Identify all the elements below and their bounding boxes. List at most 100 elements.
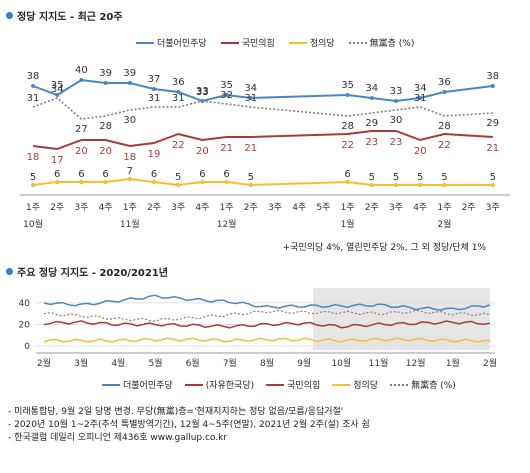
x-tick-label: 4주 [413, 202, 427, 213]
x-tick-label: 12월 [406, 357, 426, 369]
legend-label: (자유한국당) [205, 381, 255, 391]
x-tick-label: 3주 [74, 202, 88, 213]
data-label-minjoo: 36 [172, 77, 185, 88]
bullet-icon [6, 268, 13, 275]
data-label-none: 34 [51, 84, 64, 95]
legend-swatch-minjoo [136, 41, 154, 44]
data-label-ppp: 23 [365, 137, 378, 148]
data-label-justice: 6 [78, 169, 84, 180]
data-label-none: 31 [244, 93, 257, 104]
data-label-none: 27 [75, 124, 88, 135]
data-point-minjoo [176, 90, 181, 94]
x-tick-label: 4주 [292, 202, 306, 213]
legend2-justice: 정의당 [332, 378, 378, 391]
data-point-justice [30, 182, 36, 188]
data-point-minjoo [345, 93, 350, 97]
data-label-ppp: 20 [196, 146, 209, 157]
x-tick-label: 4주 [99, 202, 113, 213]
x-tick-label: 2월 [483, 357, 497, 369]
bullet-icon [6, 12, 13, 19]
chart2-plot: 0 20 40 2월 3월 4월 5월 6월 7월 8월 9월 10월 11월 12월 1월 2월 [19, 288, 497, 369]
data-point-justice [55, 179, 60, 185]
data-label-none: 32 [220, 90, 233, 101]
x-tick-label: 2주 [244, 202, 258, 213]
legend2-none: 無黨층 (%) [390, 378, 456, 391]
x-tick-label: 8월 [260, 357, 274, 369]
data-label-ppp: 18 [27, 152, 40, 163]
data-point-justice [151, 179, 157, 185]
data-point-justice [224, 179, 229, 185]
x-tick-label: 2주 [365, 202, 379, 213]
legend-swatch-ppp [220, 41, 239, 44]
data-label-justice: 5 [175, 172, 181, 183]
chart1-legend: 더불어민주당 국민의힘 정의당 無黨층 (%) [136, 36, 414, 49]
data-label-justice: 5 [417, 172, 423, 183]
data-point-minjoo [394, 99, 398, 103]
series-line-none [43, 309, 491, 322]
data-point-justice [176, 182, 181, 188]
data-label-minjoo: 34 [414, 83, 427, 94]
data-point-minjoo [152, 87, 156, 91]
data-label-minjoo: 33 [390, 86, 403, 97]
data-point-minjoo [248, 96, 253, 100]
x-tick-label: 1주 [341, 202, 355, 213]
data-label-none: 31 [27, 93, 40, 104]
x-tick-label: 3월 [74, 357, 88, 369]
chart1-title: 정당 지지도 - 최근 20주 [6, 8, 123, 23]
data-label-minjoo: 33 [196, 86, 209, 97]
data-label-none: 30 [390, 115, 403, 126]
legend-swatch-ppp [266, 383, 285, 386]
legend-swatch-minjoo [102, 383, 120, 386]
x-tick-label: 3주 [389, 202, 403, 213]
legend-label: 국민의힘 [241, 39, 275, 49]
legend2-ppp: 국민의힘 [266, 378, 320, 391]
data-label-ppp: 20 [75, 146, 88, 157]
data-label-none: 31 [172, 93, 185, 104]
legend2-lkp: (자유한국당) [184, 378, 255, 391]
x-month-label: 2월 [437, 218, 451, 230]
legend-none: 無黨층 (%) [348, 36, 414, 49]
data-point-justice [490, 182, 495, 188]
data-label-justice: 7 [127, 166, 133, 177]
y-tick-label: 0 [24, 342, 30, 352]
legend-swatch-none [348, 41, 367, 44]
data-label-minjoo: 35 [51, 80, 64, 91]
series-line-justice [32, 177, 493, 187]
x-tick-label: 3주 [268, 202, 282, 213]
series-line-ppp [43, 320, 491, 329]
data-point-minjoo [127, 81, 132, 85]
data-label-none: 29 [365, 118, 378, 129]
x-tick-label: 1주 [123, 202, 137, 213]
data-point-minjoo [442, 90, 447, 94]
legend2-minjoo: 더불어민주당 [102, 378, 173, 391]
data-point-minjoo [31, 84, 35, 88]
data-label-none: 31 [414, 93, 427, 104]
data-label-ppp: 19 [148, 149, 161, 160]
data-point-justice [442, 182, 447, 188]
x-tick-label: 4월 [111, 357, 125, 369]
legend-ppp: 국민의힘 [220, 36, 275, 49]
data-label-none: 28 [438, 121, 451, 132]
notes: - 미래통합당, 9월 2일 당명 변경. 무당(無黨)층='현재지지하는 정당… [8, 406, 370, 445]
x-tick-label: 9월 [297, 357, 311, 369]
data-label-none: 33 [196, 87, 209, 98]
legend-swatch-none [390, 383, 409, 386]
data-label-none: 28 [99, 121, 112, 132]
data-point-justice [418, 182, 423, 188]
x-tick-label: 1주 [437, 202, 451, 213]
x-tick-label: 1주 [26, 202, 40, 213]
data-label-justice: 5 [248, 172, 254, 183]
data-point-justice [127, 176, 132, 182]
x-tick-label: 6월 [186, 357, 200, 369]
data-point-justice [103, 179, 108, 185]
x-tick-label: 11월 [369, 357, 389, 369]
data-label-justice: 5 [441, 172, 447, 183]
legend-swatch-justice [288, 41, 307, 44]
highlight-region [313, 288, 490, 350]
data-point-minjoo [490, 84, 495, 88]
data-label-minjoo: 38 [486, 71, 499, 82]
x-tick-label: 5월 [148, 357, 162, 369]
x-month-label: 10월 [23, 218, 43, 230]
chart2-title-text: 주요 정당 지지도 - 2020/2021년 [17, 268, 168, 279]
series-line-none [32, 97, 493, 120]
